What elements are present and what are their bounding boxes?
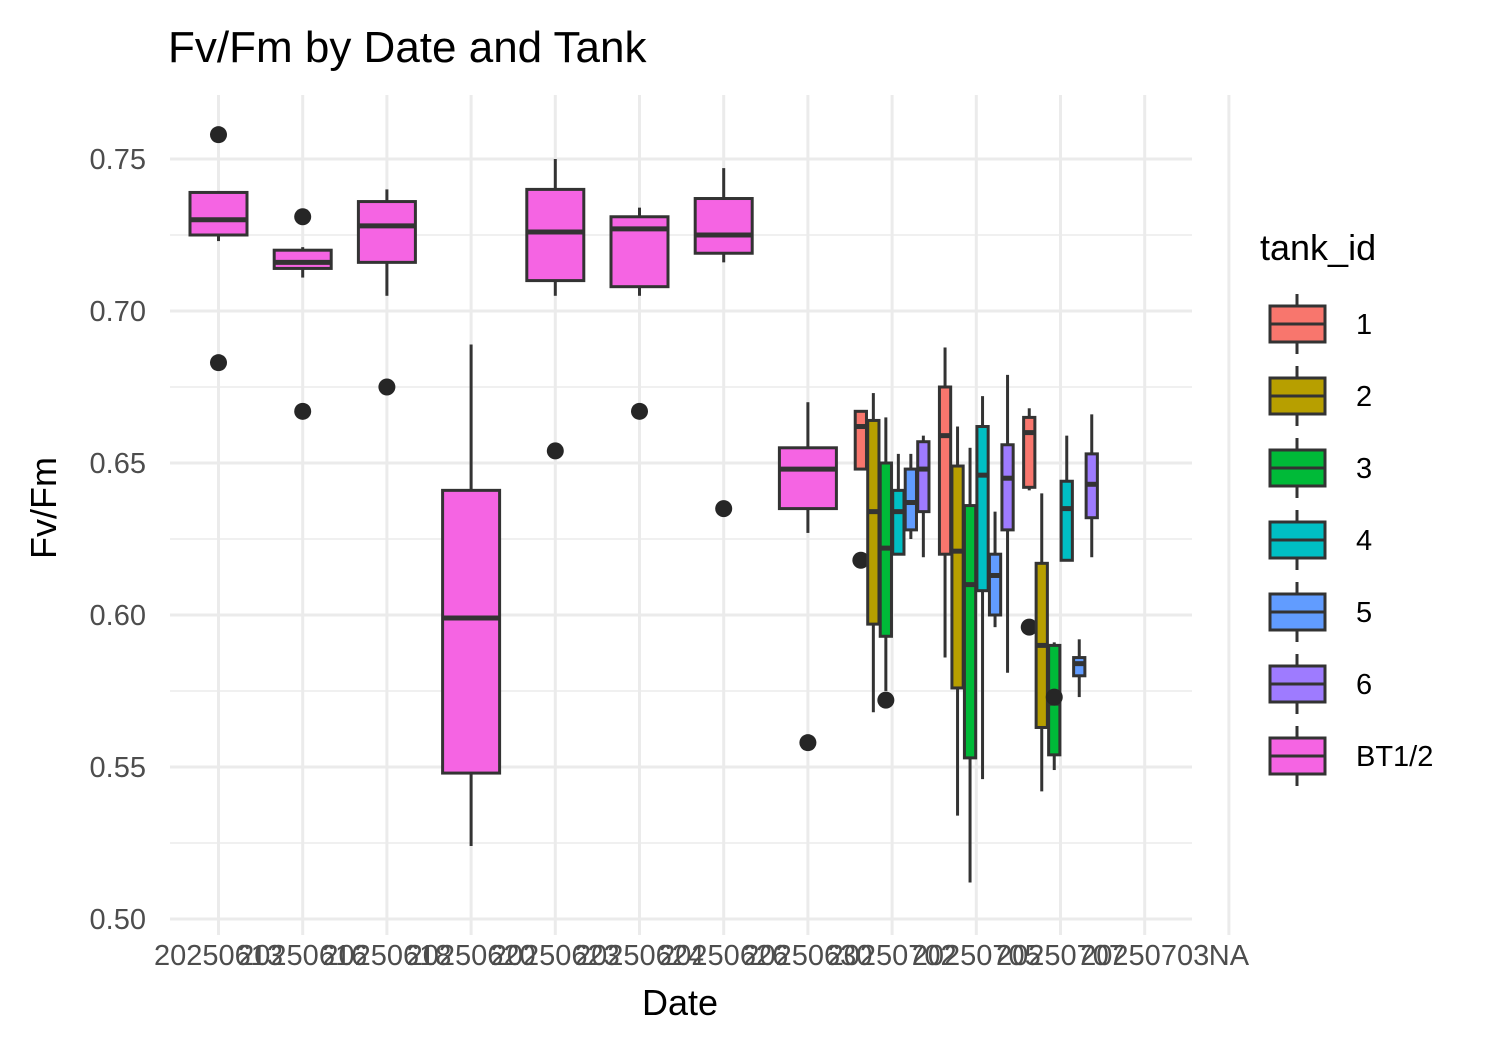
box <box>950 464 965 690</box>
box <box>866 418 881 626</box>
outlier-point <box>210 126 227 144</box>
legend-title: tank_id <box>1260 227 1376 268</box>
y-tick-label: 0.75 <box>90 144 146 176</box>
legend-label: 1 <box>1356 309 1372 341</box>
legend-key <box>1268 654 1327 714</box>
box <box>962 504 978 760</box>
y-axis-ticks: 0.50 0.55 0.60 0.65 0.70 0.75 <box>90 144 146 936</box>
x-axis-title: Date <box>642 982 718 1023</box>
outlier-point <box>378 378 396 396</box>
x-tick-label: NA <box>1209 940 1250 972</box>
legend-label: 4 <box>1356 525 1372 557</box>
y-tick-label: 0.70 <box>90 296 146 328</box>
x-tick-label: 20250626 <box>659 940 788 972</box>
legend-key <box>1268 582 1327 642</box>
outlier-point <box>210 354 227 372</box>
x-tick-label: 20250618 <box>322 940 451 972</box>
y-tick-label: 0.50 <box>90 904 146 936</box>
box <box>356 200 417 264</box>
y-tick-label: 0.55 <box>90 752 146 784</box>
x-axis-ticks: 2025061320250616202506182025062020250623… <box>154 940 1250 972</box>
legend-key <box>1268 438 1327 498</box>
outlier-point <box>799 734 817 752</box>
legend-key <box>1268 726 1327 786</box>
x-tick-label: 20250623 <box>491 940 620 972</box>
box <box>441 488 502 775</box>
box <box>853 409 868 471</box>
y-axis-title: Fv/Fm <box>23 457 64 559</box>
x-tick-label: 20250707 <box>996 940 1125 972</box>
outlier-point <box>715 500 733 518</box>
box <box>975 425 990 593</box>
x-tick-label: 20250705 <box>912 940 1041 972</box>
box <box>525 187 586 283</box>
legend-label: 2 <box>1356 381 1372 413</box>
legend-key <box>1268 510 1327 570</box>
legend: tank_id 1 2 3 4 5 6 BT1/2 <box>1260 227 1433 786</box>
x-tick-label: 20250702 <box>828 940 957 972</box>
outlier-point <box>1020 618 1038 636</box>
x-tick-label: 20250630 <box>743 940 872 972</box>
box <box>272 248 333 270</box>
box <box>1072 656 1087 678</box>
box <box>916 440 931 514</box>
legend-label: 5 <box>1356 597 1372 629</box>
y-tick-label: 0.60 <box>90 600 146 632</box>
legend-key <box>1268 366 1327 426</box>
box <box>903 467 918 532</box>
box <box>188 190 249 237</box>
outlier-point <box>294 208 312 226</box>
chart-title: Fv/Fm by Date and Tank <box>168 23 648 72</box>
legend-label: BT1/2 <box>1356 741 1433 773</box>
outlier-point <box>1045 688 1063 706</box>
plot-area <box>188 126 1099 883</box>
box <box>1022 415 1037 489</box>
box <box>891 488 906 556</box>
box <box>693 197 754 255</box>
outlier-point <box>877 691 895 709</box>
box <box>1059 479 1074 562</box>
outlier-point <box>294 402 312 420</box>
box <box>987 552 1003 617</box>
x-tick-label: 20250616 <box>238 940 367 972</box>
x-tick-label: 20250703 <box>1080 940 1209 972</box>
box <box>1000 443 1015 532</box>
x-tick-label: 20250624 <box>575 940 704 972</box>
outlier-point <box>852 551 870 569</box>
legend-label: 3 <box>1356 453 1372 485</box>
box <box>937 385 953 556</box>
legend-label: 6 <box>1356 669 1372 701</box>
outlier-point <box>631 402 648 420</box>
box <box>777 446 838 511</box>
y-tick-label: 0.65 <box>90 448 146 480</box>
x-tick-label: 20250613 <box>154 940 283 972</box>
outlier-point <box>546 442 564 460</box>
x-tick-label: 20250620 <box>407 940 536 972</box>
legend-key <box>1268 294 1327 354</box>
